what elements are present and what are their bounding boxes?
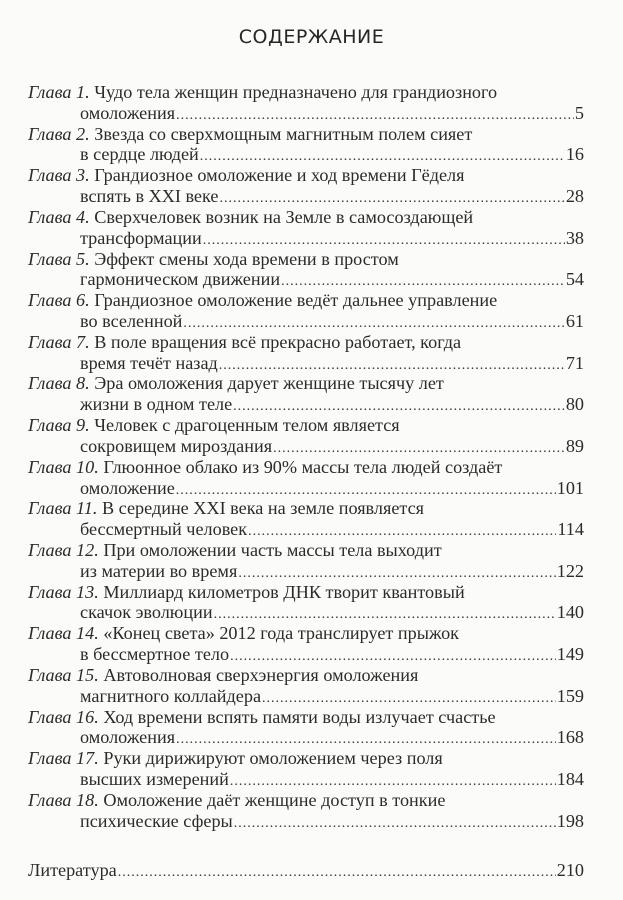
toc-entry[interactable]: Глава 14. «Конец света» 2012 года трансл… <box>28 623 584 665</box>
entry-title-line1: В поле вращения всё прекрасно работает, … <box>94 331 462 352</box>
page-number: 28 <box>565 186 584 207</box>
entry-title-line2: в сердце людей <box>80 144 199 165</box>
entry-title-line2: в бессмертное тело <box>80 644 230 665</box>
page-number: 54 <box>565 269 584 290</box>
entry-title-line1: Глюонное облако из 90% массы тела людей … <box>103 456 503 477</box>
entry-title-line1: Автоволновая сверхэнергия омоложения <box>103 664 419 685</box>
page-number: 184 <box>556 769 584 790</box>
entry-title-line2: бессмертный человек <box>80 519 248 540</box>
toc-entry[interactable]: Глава 13. Миллиард километров ДНК творит… <box>28 582 584 624</box>
entry-title-line2: во вселенной <box>80 311 183 331</box>
chapter-label: Глава 1. <box>28 82 90 102</box>
toc-entry[interactable]: Глава 2. Звезда со сверхмощным магнитным… <box>28 124 584 166</box>
dot-leader <box>118 865 556 881</box>
toc-entry[interactable]: Глава 18. Омоложение даёт женщине доступ… <box>28 790 584 832</box>
toc-entry-literature[interactable]: Литература 210 <box>28 860 584 881</box>
page-number: 114 <box>557 519 584 540</box>
page-number: 140 <box>556 602 584 623</box>
chapter-label: Глава 14. <box>28 623 99 644</box>
entry-title-line2: психические сферы <box>80 810 233 831</box>
page-number: 61 <box>565 311 584 331</box>
page-number: 101 <box>556 477 584 498</box>
page-number: 89 <box>565 435 584 456</box>
page-number: 198 <box>556 810 584 831</box>
toc-entry[interactable]: Глава 3. Грандиозное омоложение и ход вр… <box>28 165 584 207</box>
entry-title-line2: сокровищем мироздания <box>80 435 273 456</box>
entry-title-line1: Омоложение даёт женщине доступ в тонкие <box>103 789 446 810</box>
toc-entry[interactable]: Глава 15. Автоволновая сверхэнергия омол… <box>28 665 584 707</box>
toc-entry[interactable]: Глава 12. При омоложении часть массы тел… <box>28 540 584 582</box>
entry-title-line2: трансформации <box>80 227 202 248</box>
toc-entry[interactable]: Глава 4. Сверхчеловек возник на Земле в … <box>28 207 584 249</box>
chapter-label: Глава 6. <box>28 290 90 311</box>
entry-title-line1: Чудо тела женщин предназначено для гранд… <box>94 82 498 102</box>
toc-entry[interactable]: Глава 10. Глюонное облако из 90% массы т… <box>28 457 584 499</box>
chapter-label: Глава 4. <box>28 206 90 227</box>
page-title: СОДЕРЖАНИЕ <box>238 26 385 48</box>
page-number: 168 <box>556 727 584 748</box>
entry-title-line2: время течёт назад <box>80 352 218 373</box>
chapter-label: Глава 10. <box>28 456 99 477</box>
entry-title-line2: скачок эволюции <box>80 602 213 623</box>
entry-title-line2: вспять в XXI веке <box>80 186 219 207</box>
entry-title-line2: магнитного коллайдера <box>80 685 262 706</box>
table-of-contents: Глава 1. Чудо тела женщин предназначено … <box>28 82 584 832</box>
entry-title-line1: «Конец света» 2012 года транслирует прыж… <box>103 623 460 644</box>
page-number: 122 <box>556 560 584 581</box>
chapter-label: Глава 7. <box>28 331 90 352</box>
entry-title-line2: омоложения <box>80 102 176 123</box>
entry-title-line1: Эра омоложения дарует женщине тысячу лет <box>94 373 444 394</box>
chapter-label: Глава 16. <box>28 706 99 727</box>
entry-title-line1: В середине XXI века на земле появляется <box>101 498 425 519</box>
entry-title-line2: из материи во время <box>80 560 238 581</box>
toc-entry[interactable]: Глава 8. Эра омоложения дарует женщине т… <box>28 373 584 415</box>
entry-title-line1: Грандиозное омоложение и ход времени Гёд… <box>94 165 465 186</box>
entry-title-line1: Сверхчеловек возник на Земле в самосозда… <box>94 206 474 227</box>
toc-entry[interactable]: Глава 17. Руки дирижируют омоложением че… <box>28 748 584 790</box>
entry-title-line1: Эффект смены хода времени в простом <box>94 248 399 269</box>
page-number: 210 <box>556 860 584 880</box>
entry-title-line1: Руки дирижируют омоложением через поля <box>103 748 443 769</box>
entry-title-line1: Грандиозное омоложение ведёт дальнее упр… <box>94 290 498 311</box>
entry-title-line2: омоложения <box>80 727 176 748</box>
page-number: 149 <box>556 644 584 665</box>
entry-title-line1: Звезда со сверхмощным магнитным полем си… <box>94 123 473 144</box>
chapter-label: Глава 15. <box>28 664 99 685</box>
page-number: 80 <box>565 394 584 415</box>
chapter-label: Глава 2. <box>28 123 90 144</box>
entry-title-line2: омоложение <box>80 477 175 498</box>
chapter-label: Глава 13. <box>28 581 99 602</box>
entry-title-line1: Миллиард километров ДНК творит квантовый <box>103 581 465 602</box>
chapter-label: Глава 12. <box>28 540 99 561</box>
entry-title-line2: гармоническом движении <box>80 269 281 290</box>
page-number: 71 <box>565 352 584 373</box>
page-number: 5 <box>574 102 584 123</box>
toc-entry[interactable]: Глава 1. Чудо тела женщин предназначено … <box>28 82 584 124</box>
page-number: 38 <box>565 227 584 248</box>
entry-title-line1: При омоложении часть массы тела выходит <box>103 540 442 561</box>
chapter-label: Глава 18. <box>28 789 99 810</box>
entry-title-line1: Человек с драгоценным телом является <box>94 415 400 436</box>
toc-entry[interactable]: Глава 6. Грандиозное омоложение ведёт да… <box>28 290 584 332</box>
toc-entry[interactable]: Глава 11. В середине XXI века на земле п… <box>28 498 584 540</box>
entry-title-line2: высших измерений <box>80 769 229 790</box>
entry-title: Литература <box>28 860 117 880</box>
chapter-label: Глава 17. <box>28 748 99 769</box>
toc-entry[interactable]: Глава 7. В поле вращения всё прекрасно р… <box>28 332 584 374</box>
chapter-label: Глава 11. <box>28 498 98 519</box>
page-number: 159 <box>556 685 584 706</box>
chapter-label: Глава 9. <box>28 415 90 436</box>
chapter-label: Глава 8. <box>28 373 90 394</box>
chapter-label: Глава 5. <box>28 248 90 269</box>
entry-title-line2: жизни в одном теле <box>80 394 233 415</box>
toc-entry[interactable]: Глава 5. Эффект смены хода времени в про… <box>28 249 584 291</box>
chapter-label: Глава 3. <box>28 165 90 186</box>
toc-entry[interactable]: Глава 9. Человек с драгоценным телом явл… <box>28 415 584 457</box>
dot-leader <box>234 814 556 835</box>
page-number: 16 <box>565 144 584 165</box>
entry-title-line1: Ход времени вспять памяти воды излучает … <box>103 706 496 727</box>
toc-entry[interactable]: Глава 16. Ход времени вспять памяти воды… <box>28 707 584 749</box>
